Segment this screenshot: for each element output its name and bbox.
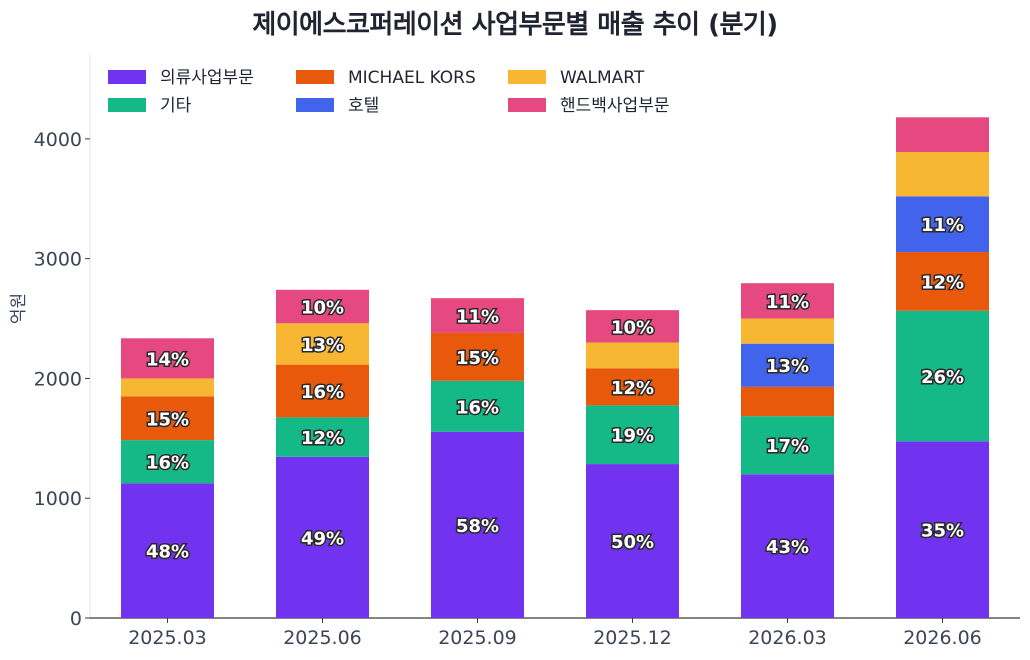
bar-segment bbox=[741, 343, 834, 387]
x-tick-label: 2025.03 bbox=[128, 627, 207, 649]
bar-segment bbox=[741, 416, 834, 475]
segment-data-label: 13% bbox=[766, 356, 809, 377]
legend-label: 기타 bbox=[160, 96, 192, 116]
bar-segment bbox=[276, 456, 369, 618]
x-tick-label: 2025.06 bbox=[283, 627, 362, 649]
bar-segment bbox=[741, 386, 834, 417]
segment-data-label: 11% bbox=[456, 307, 499, 328]
bar-segment bbox=[121, 396, 214, 441]
legend-swatch bbox=[508, 70, 546, 84]
chart-title: 제이에스코퍼레이션 사업부문별 매출 추이 (분기) bbox=[252, 10, 778, 40]
bar-segment bbox=[896, 252, 989, 311]
segment-data-label: 16% bbox=[301, 382, 344, 403]
segment-data-label: 48% bbox=[146, 542, 189, 563]
segment-data-label: 12% bbox=[921, 272, 964, 293]
legend-label: 핸드백사업부문 bbox=[560, 96, 669, 116]
bar-segment bbox=[121, 338, 214, 379]
segment-data-label: 10% bbox=[301, 298, 344, 319]
segment-data-label: 13% bbox=[301, 335, 344, 356]
y-tick-label: 0 bbox=[70, 608, 82, 630]
bar-segment bbox=[741, 283, 834, 319]
x-tick-label: 2026.03 bbox=[748, 627, 827, 649]
bar-segment bbox=[586, 405, 679, 465]
bar-segment bbox=[896, 310, 989, 442]
bar-segment bbox=[896, 441, 989, 618]
segment-data-label: 16% bbox=[456, 397, 499, 418]
bar-segment bbox=[121, 440, 214, 484]
bar-segment bbox=[121, 483, 214, 618]
legend-swatch bbox=[296, 70, 334, 84]
bar-segment bbox=[431, 332, 524, 381]
x-tick-label: 2025.12 bbox=[593, 627, 672, 649]
bar-segment bbox=[586, 342, 679, 369]
x-tick-label: 2025.09 bbox=[438, 627, 517, 649]
segment-data-label: 11% bbox=[766, 292, 809, 313]
y-axis-label: 억원 bbox=[9, 293, 29, 324]
legend-label: 호텔 bbox=[348, 96, 379, 116]
segment-data-label: 15% bbox=[146, 409, 189, 430]
bar-segment bbox=[276, 364, 369, 418]
segment-data-label: 35% bbox=[921, 521, 964, 542]
segment-data-label: 58% bbox=[456, 516, 499, 537]
segment-data-label: 17% bbox=[766, 436, 809, 457]
bar-segment bbox=[896, 196, 989, 253]
y-tick-label: 4000 bbox=[34, 129, 82, 151]
legend-swatch bbox=[108, 70, 146, 84]
bar-segment bbox=[276, 289, 369, 324]
bar-segment bbox=[586, 368, 679, 406]
bar-segment bbox=[431, 380, 524, 432]
bar-segment bbox=[586, 464, 679, 618]
segment-data-label: 14% bbox=[146, 349, 189, 370]
segment-data-label: 19% bbox=[611, 426, 654, 447]
bar-segment bbox=[431, 298, 524, 333]
segment-data-label: 12% bbox=[301, 428, 344, 449]
segment-data-label: 16% bbox=[146, 453, 189, 474]
legend-label: WALMART bbox=[560, 68, 645, 88]
legend-label: 의류사업부문 bbox=[160, 68, 254, 88]
segment-data-label: 49% bbox=[301, 528, 344, 549]
bar-segment bbox=[276, 323, 369, 365]
y-tick-label: 1000 bbox=[34, 488, 82, 510]
segment-data-label: 26% bbox=[921, 367, 964, 388]
bar-segment bbox=[741, 318, 834, 344]
segment-data-label: 15% bbox=[456, 348, 499, 369]
legend-swatch bbox=[296, 98, 334, 112]
legend-label: MICHAEL KORS bbox=[348, 68, 476, 88]
y-tick-label: 3000 bbox=[34, 249, 82, 271]
segment-data-label: 10% bbox=[611, 317, 654, 338]
segment-data-label: 11% bbox=[921, 215, 964, 236]
legend-swatch bbox=[508, 98, 546, 112]
legend-swatch bbox=[108, 98, 146, 112]
segment-data-label: 12% bbox=[611, 378, 654, 399]
bar-segment bbox=[896, 117, 989, 153]
segment-data-label: 50% bbox=[611, 532, 654, 553]
bar-segment bbox=[276, 417, 369, 457]
bar-segment bbox=[586, 310, 679, 343]
bar-segment bbox=[741, 474, 834, 618]
x-tick-label: 2026.06 bbox=[903, 627, 982, 649]
bar-segment bbox=[431, 431, 524, 618]
bar-segment bbox=[896, 152, 989, 197]
segment-data-label: 43% bbox=[766, 537, 809, 558]
bar-segment bbox=[121, 378, 214, 397]
y-tick-label: 2000 bbox=[34, 368, 82, 390]
